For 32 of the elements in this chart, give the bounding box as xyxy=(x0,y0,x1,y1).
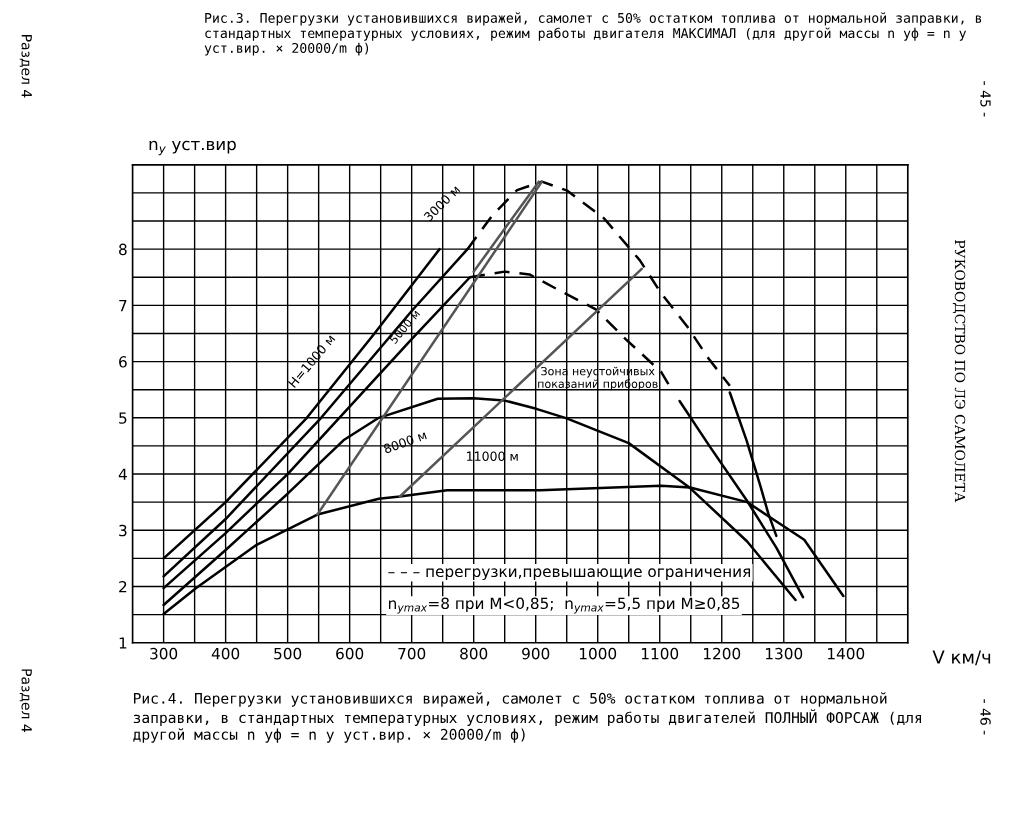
y-tick-label: 8 xyxy=(119,243,127,256)
x-tick-label: 1200 xyxy=(703,647,741,660)
annotation: n$_{ymax}$=8 при M<0,85; n$_{ymax}$=5,5 при M≥0,85 xyxy=(388,597,740,614)
y-tick-label: 1 xyxy=(119,637,127,649)
x-tick-label: 300 xyxy=(150,647,178,660)
x-tick-label: 600 xyxy=(336,647,364,660)
x-tick-label: 1300 xyxy=(766,647,803,660)
x-tick-label: 900 xyxy=(522,647,550,660)
x-tick-label: 1000 xyxy=(579,647,617,660)
x-tick-label: 700 xyxy=(398,647,426,660)
text: - 45 - xyxy=(980,81,991,117)
y-axis-title: n$_{y}$ уст.вир xyxy=(149,140,236,156)
text: Раздел 4 xyxy=(19,669,32,732)
text: РУКОВОДСТВО ПО ЛЭ САМОЛЕТА xyxy=(952,240,966,503)
y-tick-label: 7 xyxy=(119,300,127,312)
y-tick-label: 3 xyxy=(119,524,127,537)
x-tick-label: 400 xyxy=(211,647,240,660)
y-tick-label: 5 xyxy=(119,412,127,424)
annotation: – – – перегрузки,превышающие ограничения xyxy=(388,568,750,581)
x-tick-label: 1400 xyxy=(828,647,865,660)
y-tick-label: 2 xyxy=(119,580,127,593)
x-tick-label: 1100 xyxy=(641,647,679,660)
text: Рис.4. Перегрузки установившихся виражей, самолет с 50% остатком топлива от нормальной заправки, в стандартных температурных условиях, режим работы двигателей ПОЛНЫЙ ФОРСАЖ (для другой массы n уф = n у уст.вир. × 20000/m ф) xyxy=(133,692,922,743)
text: Раздел 4 xyxy=(19,35,32,98)
x-tick-label: 500 xyxy=(274,647,302,660)
x-axis-title: V км/ч xyxy=(932,650,991,666)
text: Рис.3. Перегрузки установившихся виражей, самолет с 50% остатком топлива от нормальной заправки, в стандартных температурных условиях, режим работы двигателя МАКСИМАЛ (для другой массы n уф = n у уст.вир. × 20000/m ф) xyxy=(204,12,982,56)
y-tick-label: 6 xyxy=(119,356,127,368)
y-tick-label: 4 xyxy=(118,468,127,480)
annotation: 8000 м xyxy=(383,430,427,454)
text: - 46 - xyxy=(980,699,991,735)
x-tick-label: 800 xyxy=(460,647,488,660)
